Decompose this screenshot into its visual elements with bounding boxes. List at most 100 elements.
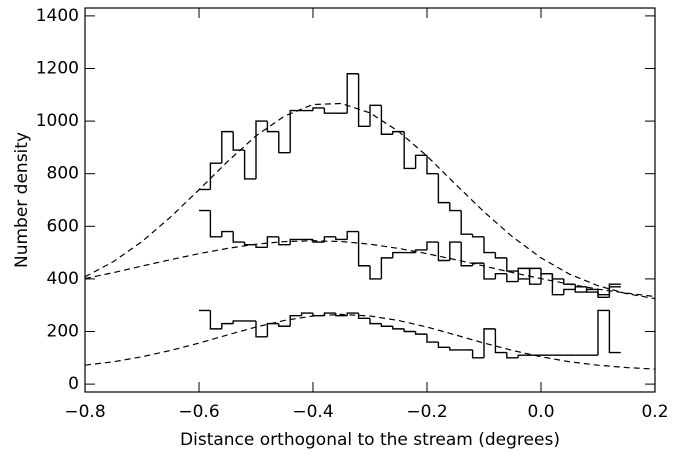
histogram-step [209, 310, 222, 330]
histogram-step [506, 257, 519, 272]
histogram-step [209, 162, 222, 190]
histogram-step [437, 173, 450, 204]
histogram-step [255, 320, 268, 338]
x-tick-label: −0.8 [64, 402, 105, 422]
plot-frame [84, 7, 656, 393]
histogram-step [289, 315, 302, 327]
y-tick-label: 1200 [36, 58, 79, 78]
x-axis-label: Distance orthogonal to the stream (degre… [180, 430, 560, 450]
histogram-step [300, 312, 313, 316]
histogram-step [471, 349, 484, 359]
histogram-step [232, 320, 245, 324]
histogram-step [289, 238, 302, 245]
x-tick-label: 0.2 [641, 402, 668, 422]
histogram-step [437, 242, 450, 262]
histogram-step [346, 73, 359, 114]
histogram-step [209, 210, 222, 238]
histogram-step [346, 230, 359, 240]
x-tick-label: −0.2 [406, 402, 447, 422]
histogram-step [392, 130, 405, 135]
histogram-step [551, 273, 564, 296]
histogram-step [494, 252, 507, 259]
histogram-step [483, 328, 496, 358]
histogram-step [243, 150, 256, 180]
histogram-step [323, 107, 336, 114]
histogram-step [266, 322, 279, 337]
histogram-step [323, 236, 336, 243]
histogram-step [289, 109, 302, 153]
histogram-step [585, 288, 598, 293]
histogram-step [460, 242, 473, 267]
histogram-step [232, 231, 245, 243]
histogram-step [563, 278, 576, 285]
histogram-step [449, 347, 462, 351]
x-tick-label: −0.6 [178, 402, 219, 422]
histogram-step [528, 268, 541, 285]
histogram-step [608, 283, 621, 295]
histogram-step [255, 120, 268, 179]
histogram-step [426, 155, 439, 175]
histogram-step [449, 241, 462, 261]
histogram-step [483, 236, 496, 254]
histogram-step [426, 241, 439, 250]
y-tick-label: 0 [68, 374, 79, 394]
histogram-step [608, 310, 621, 354]
histogram-step [414, 331, 427, 335]
histogram-step [608, 286, 621, 298]
histogram-step [517, 267, 530, 282]
y-axis-label: Number density [12, 132, 32, 268]
histogram-step [471, 234, 484, 238]
fit-curve [84, 102, 656, 300]
histogram-step [392, 326, 405, 330]
histogram-step [563, 288, 576, 295]
histogram-step [460, 210, 473, 235]
histogram-step [506, 273, 519, 283]
histogram-step [221, 230, 234, 237]
histogram-step [540, 268, 553, 275]
histogram-step [312, 107, 325, 111]
y-tick-label: 1000 [36, 111, 79, 131]
fit-curve [84, 240, 656, 298]
histogram-step [335, 236, 348, 241]
histogram-step [380, 105, 393, 135]
histogram-step [403, 131, 416, 170]
y-tick-label: 600 [47, 216, 79, 236]
histogram-step [380, 323, 393, 327]
histogram-step [494, 328, 507, 354]
histogram-step [528, 267, 541, 279]
histogram-step [380, 257, 393, 279]
histogram-step [369, 104, 382, 127]
histogram-step [597, 292, 610, 296]
histogram-step [551, 273, 564, 280]
fit-curve [84, 313, 656, 370]
histogram-step [506, 352, 519, 359]
histogram-step [369, 265, 382, 280]
y-tick-label: 800 [47, 164, 79, 184]
histogram-step [278, 323, 291, 327]
histogram-step [597, 289, 610, 299]
histogram-step [221, 130, 234, 164]
histogram-step [255, 244, 268, 249]
histogram-step [357, 73, 370, 128]
y-tick-label: 200 [47, 322, 79, 342]
y-tick-label: 1400 [36, 6, 79, 26]
histogram-step [426, 334, 439, 343]
histogram-step [597, 309, 610, 356]
histogram-step [266, 236, 279, 248]
histogram-step [517, 354, 530, 358]
histogram-step [278, 236, 291, 246]
histogram-step [574, 284, 587, 293]
histogram-step [483, 263, 496, 280]
x-tick-label: −0.4 [292, 402, 333, 422]
histogram-step [392, 251, 405, 258]
histogram-step [540, 272, 553, 285]
histogram-step [437, 342, 450, 348]
histogram-step [278, 131, 291, 154]
histogram-step [369, 318, 382, 325]
histogram-step [346, 312, 359, 316]
histogram-step [494, 272, 507, 279]
histogram-step [357, 231, 370, 267]
histogram-step [414, 154, 427, 169]
histogram-step [266, 121, 279, 133]
histogram-step [449, 202, 462, 212]
